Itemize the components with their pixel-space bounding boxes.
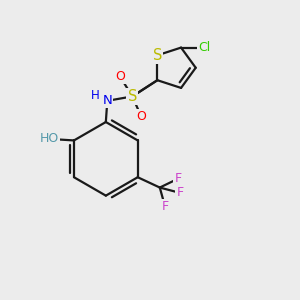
Text: F: F (176, 186, 183, 199)
Text: Cl: Cl (199, 41, 211, 54)
Text: N: N (102, 94, 112, 107)
Text: H: H (91, 89, 99, 102)
Text: F: F (175, 172, 182, 185)
Text: O: O (115, 70, 125, 83)
Text: HO: HO (40, 133, 59, 146)
Text: S: S (128, 89, 137, 104)
Text: S: S (153, 48, 162, 63)
Text: O: O (136, 110, 146, 123)
Text: F: F (161, 200, 169, 213)
